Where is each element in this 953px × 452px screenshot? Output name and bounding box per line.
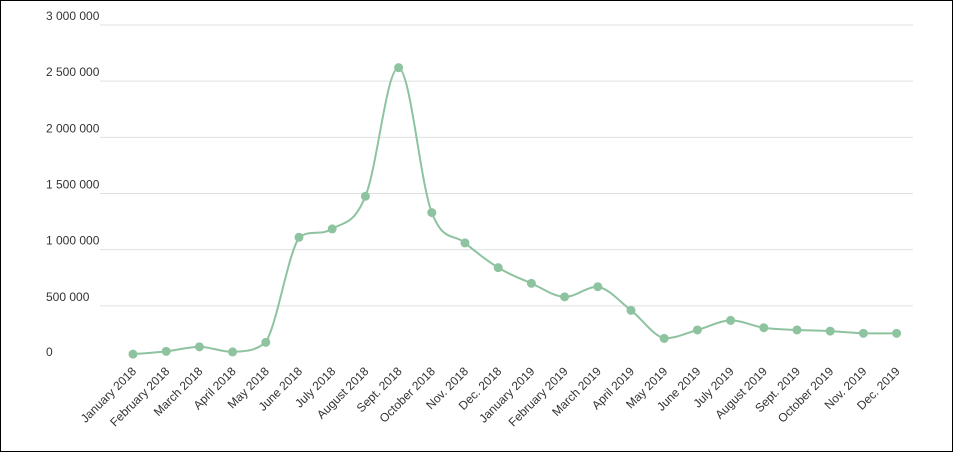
data-points	[128, 63, 902, 359]
data-point[interactable]	[294, 232, 304, 242]
data-point[interactable]	[560, 292, 570, 302]
data-point[interactable]	[892, 328, 902, 338]
data-point[interactable]	[194, 342, 204, 352]
data-point[interactable]	[593, 282, 603, 292]
data-point[interactable]	[327, 224, 337, 234]
y-tick-label: 1 500 000	[46, 178, 100, 192]
data-point[interactable]	[858, 328, 868, 338]
data-point[interactable]	[526, 278, 536, 288]
data-point[interactable]	[726, 315, 736, 325]
data-point[interactable]	[161, 346, 171, 356]
y-tick-label: 2 000 000	[46, 121, 100, 135]
data-point[interactable]	[360, 191, 370, 201]
data-point[interactable]	[792, 325, 802, 335]
data-point[interactable]	[427, 208, 437, 218]
data-point[interactable]	[493, 263, 503, 273]
y-tick-label: 0	[46, 345, 53, 359]
y-tick-label: 500 000	[46, 290, 90, 304]
series-line-layer	[132, 66, 897, 356]
data-point[interactable]	[759, 323, 769, 333]
y-axis-ticks: 0 500 000 1 000 000 1 500 000 2 000 000 2 500…	[46, 9, 100, 359]
y-tick-label: 1 000 000	[46, 234, 100, 248]
data-point[interactable]	[659, 333, 669, 343]
data-point[interactable]	[626, 305, 636, 315]
data-point[interactable]	[460, 238, 470, 248]
gridlines	[100, 24, 913, 307]
data-point[interactable]	[128, 349, 138, 359]
data-point[interactable]	[261, 337, 271, 347]
y-tick-label: 2 500 000	[46, 65, 100, 79]
data-point[interactable]	[692, 325, 702, 335]
y-tick-label: 3 000 000	[46, 9, 100, 23]
data-point[interactable]	[394, 63, 404, 73]
data-point[interactable]	[825, 326, 835, 336]
series-line	[132, 66, 897, 356]
data-point[interactable]	[228, 347, 238, 357]
